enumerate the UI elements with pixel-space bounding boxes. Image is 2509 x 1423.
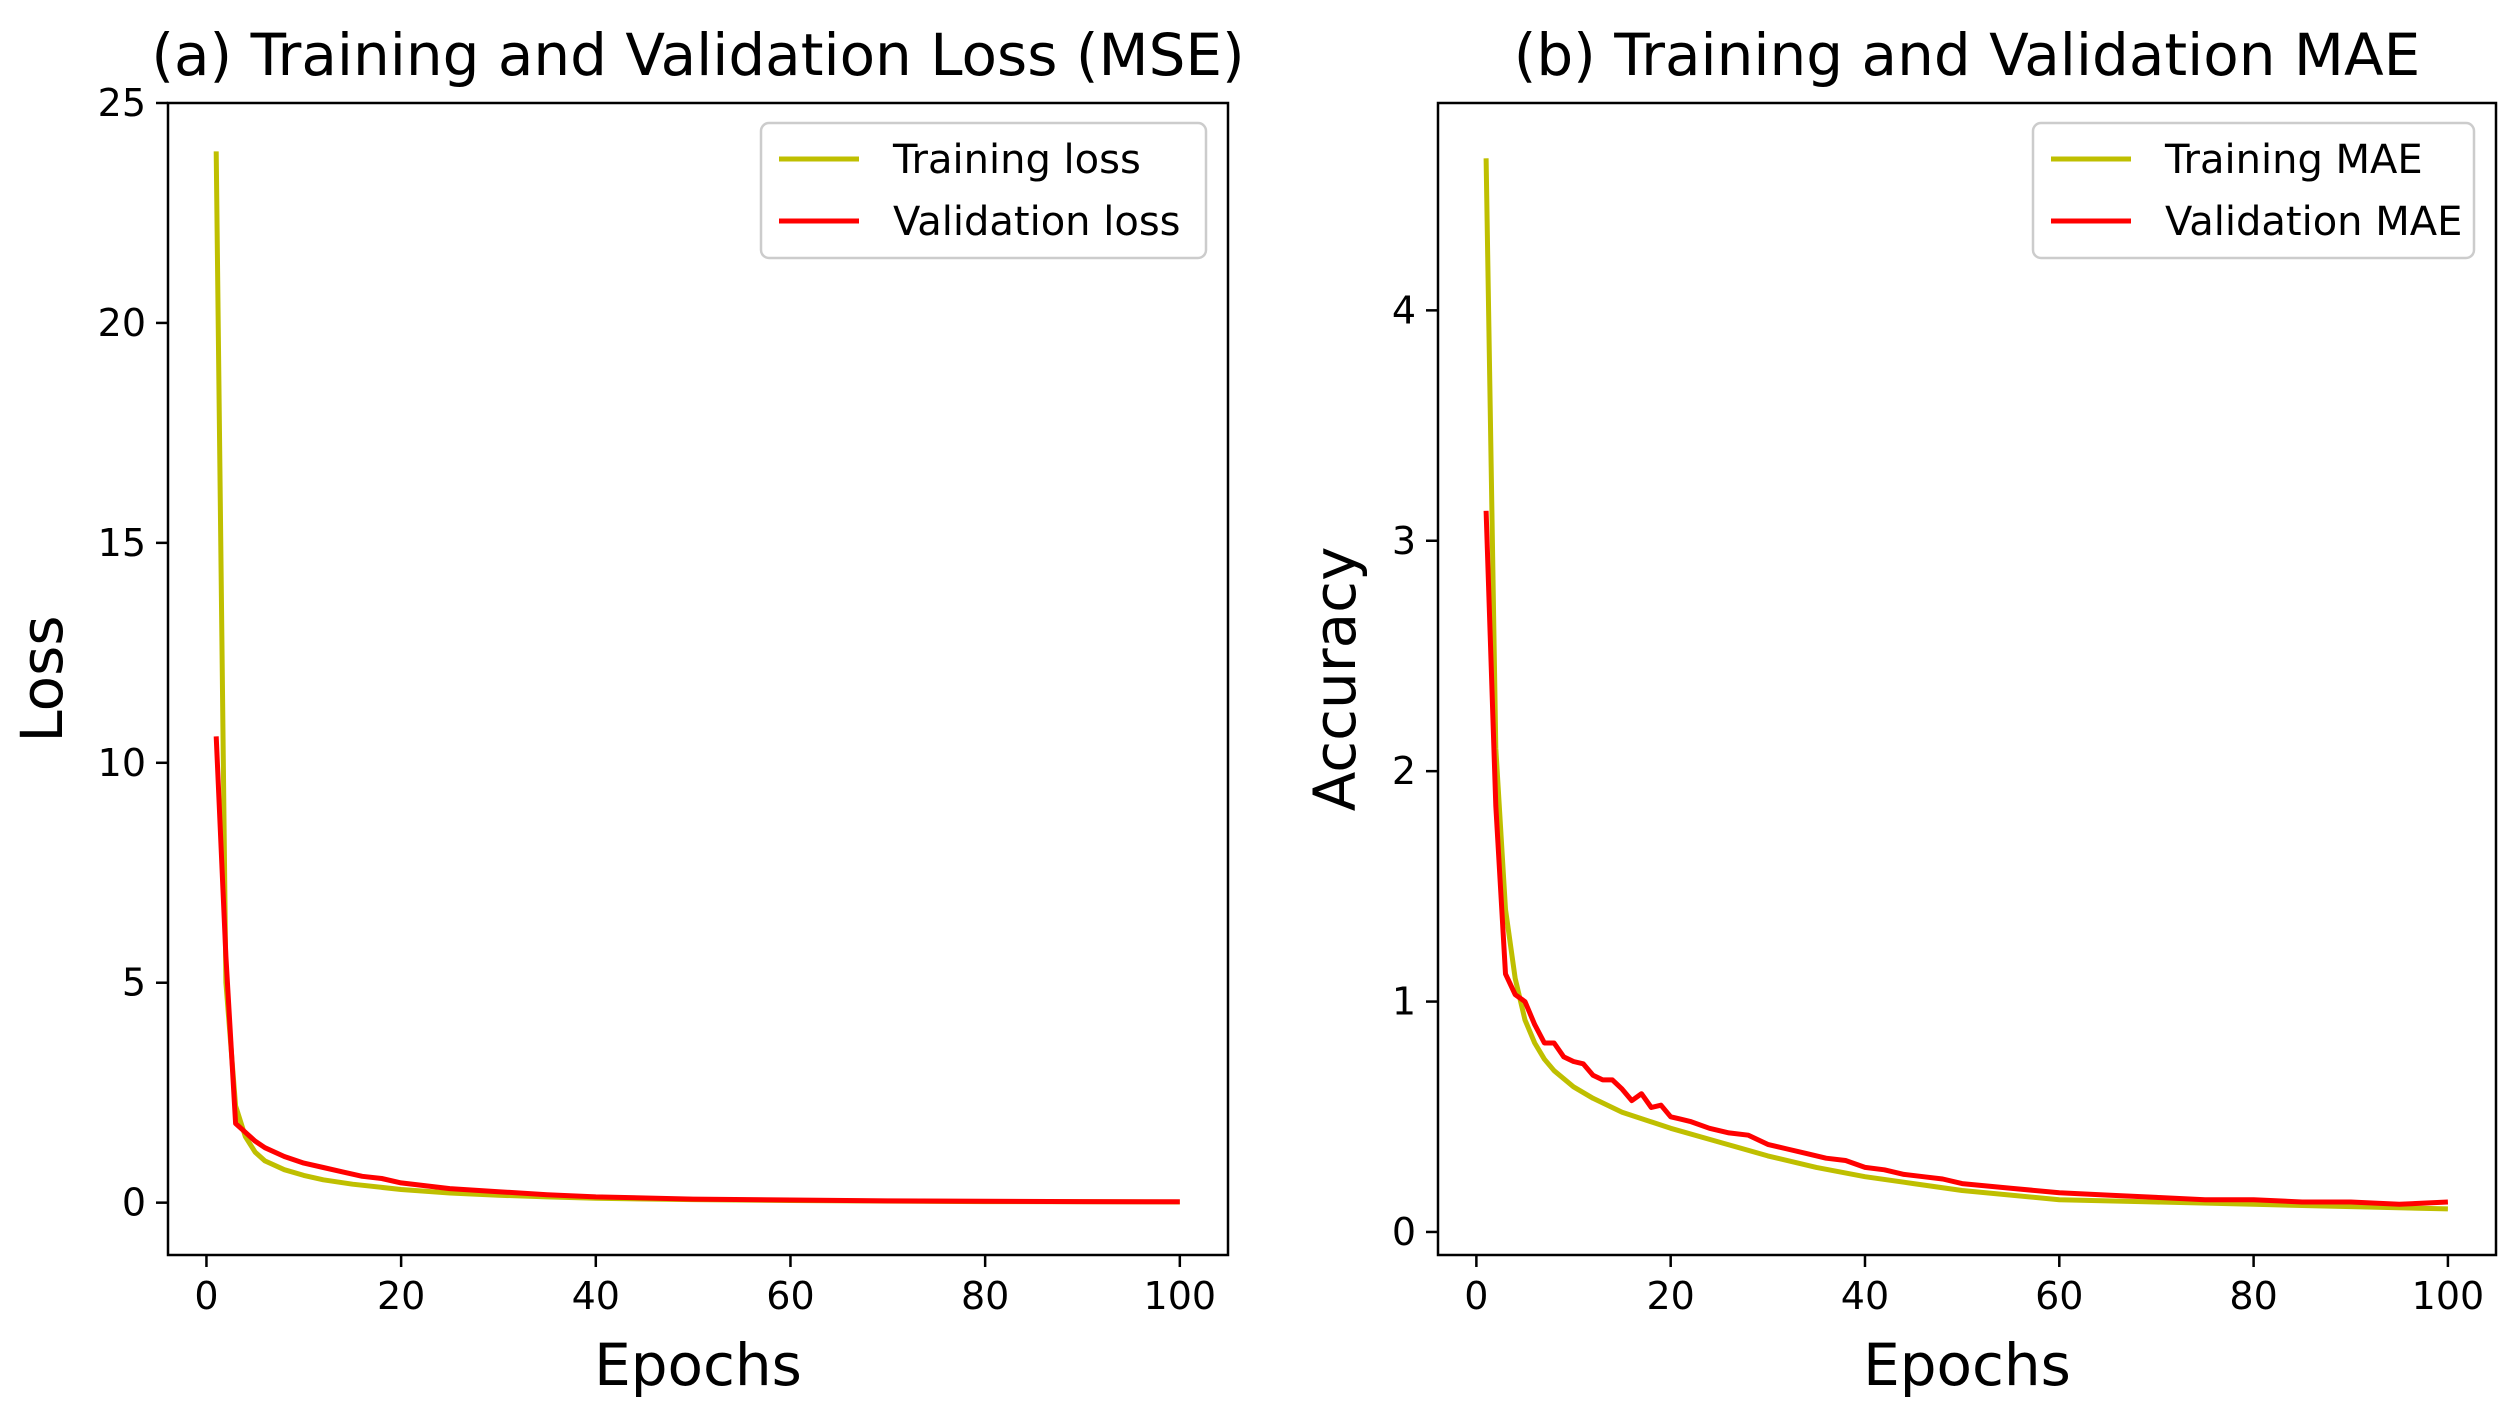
chart-1-y-tick-label: 20 [98,301,146,345]
chart-1-legend: Training loss Validation loss [759,121,1208,260]
chart-2-x-tick-label: 40 [1841,1274,1889,1318]
chart-2-legend: Training MAE Validation MAE [2031,121,2476,260]
chart-1-x-axis-label: Epochs [594,1331,802,1399]
chart-1-x-tick-label: 80 [961,1274,1009,1318]
chart-2-series-line-1 [1483,158,2448,1212]
chart-1-x-tick-label: 60 [766,1274,814,1318]
chart-2-series-line-2 [1483,510,2449,1207]
chart-2-x-tick-label: 20 [1647,1274,1695,1318]
chart-2-y-tick-label: 0 [1392,1210,1416,1254]
chart-2-plot-frame [1436,101,2498,1257]
chart-2: 0 20 40 60 80 100 0 1 2 3 4 (b) Training and Valida… [1301,21,2498,1399]
chart-2-x-tick-label: 60 [2035,1274,2083,1318]
chart-1-y-tick-label: 5 [122,961,146,1005]
chart-2-y-tick-label: 3 [1392,519,1416,563]
chart-1-series-line-1 [213,151,1180,1205]
chart-2-x-tick-label: 100 [2412,1274,2485,1318]
chart-1-y-tick-label: 25 [98,81,146,125]
chart-1-title: (a) Training and Validation Loss (MSE) [151,21,1244,89]
chart-1-y-axis-label: Loss [8,615,76,742]
chart-2-x-tick-label: 80 [2229,1274,2277,1318]
chart-1-x-tick-label: 20 [377,1274,425,1318]
chart-2-legend-label-2: Validation MAE [2165,199,2462,245]
chart-1: 0 20 40 60 80 100 0 5 10 15 20 25(a) Training and V… [8,21,1245,1399]
chart-1-y-tick-label: 0 [122,1181,146,1225]
chart-1-plot-frame [166,101,1230,1257]
chart-1-y-tick-label: 10 [98,741,146,785]
chart-1-legend-box [759,121,1208,260]
chart-1-x-tick-label: 40 [572,1274,620,1318]
chart-1-y-tick-label: 15 [98,521,146,565]
chart-1-x-tick-label: 100 [1144,1274,1217,1318]
chart-2-title: (b) Training and Validation MAE [1514,21,2421,89]
chart-2-legend-label-1: Training MAE [2164,137,2423,183]
chart-1-series-line-2 [213,736,1180,1205]
chart-2-y-axis-label: Accuracy [1301,547,1369,812]
chart-2-y-tick-label: 2 [1392,749,1416,793]
chart-2-x-axis-label: Epochs [1863,1331,2071,1399]
chart-1-x-tick-label: 0 [194,1274,218,1318]
chart-1-legend-label-1: Training loss [892,137,1141,183]
chart-1-legend-label-2: Validation loss [893,199,1181,245]
chart-2-y-tick-label: 4 [1392,288,1416,332]
chart-2-x-tick-label: 0 [1464,1274,1488,1318]
chart-2-y-tick-label: 1 [1392,980,1416,1024]
chart-2-legend-box [2031,121,2476,260]
